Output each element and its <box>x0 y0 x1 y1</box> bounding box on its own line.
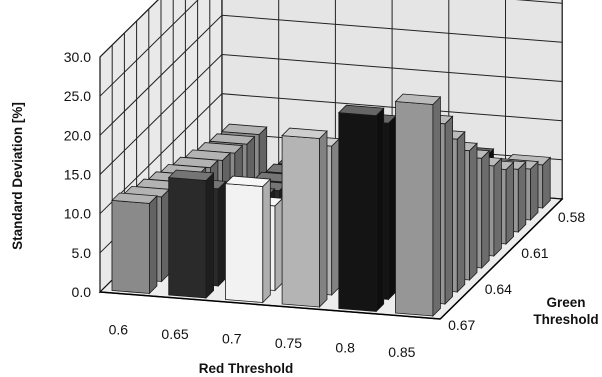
x-tick-label: 0.6 <box>109 321 129 337</box>
bar-top-face <box>281 127 328 139</box>
y-gridline <box>99 0 563 97</box>
bar-top-face <box>220 123 268 135</box>
bar-side-face <box>505 161 514 245</box>
y-gridline <box>99 0 159 58</box>
x-tick-label: 0.65 <box>161 326 188 342</box>
bar-side-face <box>148 194 158 295</box>
bar <box>281 127 328 308</box>
z-tick-label: 0.67 <box>448 317 475 333</box>
y-tick-label: 0.0 <box>72 284 92 300</box>
bar-side-face <box>530 160 539 221</box>
bar-top-face <box>167 169 215 181</box>
bar-top-face <box>208 133 256 145</box>
bar <box>337 104 385 313</box>
y-axis-ticks: 0.0 5.0 10.0 15.0 20.0 25.0 30.0 <box>64 49 91 300</box>
bar-top-face <box>394 93 442 105</box>
bar-side-face <box>517 160 527 233</box>
bar-side-face <box>432 96 441 317</box>
bar-front-face <box>168 177 207 299</box>
x-axis-ticks: 0.6 0.65 0.7 0.75 0.8 0.85 <box>109 321 416 360</box>
y-tick-label: 20.0 <box>64 127 91 143</box>
z-tick-label: 0.58 <box>558 209 585 225</box>
bar-top-face <box>111 192 158 204</box>
bar-side-face <box>444 115 454 305</box>
z-axis-ticks: 0.58 0.61 0.64 0.67 <box>448 209 585 333</box>
bar-front-face <box>281 135 320 308</box>
y-tick-label: 15.0 <box>64 167 91 183</box>
bar-front-face <box>111 199 150 294</box>
x-axis-line <box>99 291 441 320</box>
y-axis-title: Standard Deviation [%] <box>10 102 25 250</box>
bar-front-face <box>395 101 434 317</box>
bar-side-face <box>387 114 397 301</box>
bar-side-face <box>319 130 328 308</box>
bar-side-face <box>481 149 490 269</box>
bar-side-face <box>217 180 227 287</box>
y-tick-label: 30.0 <box>64 49 91 65</box>
y-tick-label: 25.0 <box>64 88 91 104</box>
bar <box>167 169 215 299</box>
z-axis-title-line-2: Threshold <box>533 312 598 327</box>
bar-top-face <box>337 104 385 117</box>
x-tick-label: 0.75 <box>275 335 302 351</box>
chart-bars <box>111 93 552 317</box>
bar-side-face <box>331 137 340 296</box>
bar-side-face <box>493 157 502 257</box>
y-tick-label: 5.0 <box>72 245 92 261</box>
bar-front-face <box>338 112 377 312</box>
z-tick-label: 0.61 <box>521 245 548 261</box>
y-tick-label: 10.0 <box>64 206 91 222</box>
bar-side-face <box>542 156 551 209</box>
bar-side-face <box>262 178 271 304</box>
bar <box>111 192 158 295</box>
bar-side-face <box>274 197 283 292</box>
x-tick-label: 0.8 <box>335 339 355 355</box>
bar-side-face <box>456 130 466 293</box>
bar-front-face <box>224 183 264 303</box>
bar-side-face <box>161 188 170 283</box>
x-axis-title: Red Threshold <box>199 361 294 376</box>
bar <box>394 93 442 317</box>
z-axis-line <box>439 198 563 320</box>
bar-side-face <box>205 172 215 299</box>
z-axis-title-line-1: Green <box>546 295 585 310</box>
bar-side-face <box>375 107 385 313</box>
z-tick-label: 0.64 <box>485 281 512 297</box>
x-tick-label: 0.7 <box>222 330 242 346</box>
bar-side-face <box>469 142 478 281</box>
x-tick-label: 0.85 <box>388 344 415 360</box>
bar-top-face <box>224 175 272 187</box>
bar <box>224 175 272 304</box>
